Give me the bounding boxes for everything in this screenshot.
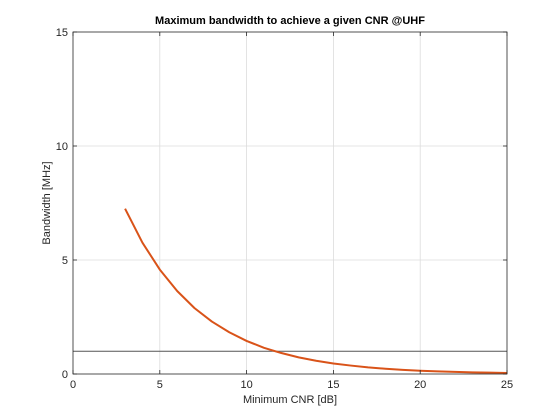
y-tick-label: 10 — [56, 141, 68, 153]
y-tick-label: 15 — [56, 27, 68, 39]
x-tick-label: 10 — [240, 379, 252, 391]
x-tick-label: 15 — [327, 379, 339, 391]
y-tick-label: 5 — [62, 255, 68, 267]
data-series — [124, 208, 508, 374]
y-axis-label: Bandwidth [MHz] — [41, 161, 53, 244]
x-axis-label: Minimum CNR [dB] — [243, 394, 337, 406]
x-tick-label: 25 — [501, 379, 513, 391]
x-tick-label: 20 — [414, 379, 426, 391]
chart-title: Maximum bandwidth to achieve a given CNR… — [155, 15, 425, 27]
x-tick-label: 0 — [70, 379, 76, 391]
grid-lines — [73, 32, 507, 374]
bandwidth-curve — [124, 208, 508, 374]
axis-ticks: 0 5 10 15 20 25 0 5 10 15 — [56, 27, 513, 391]
plot-area-frame — [72, 31, 508, 375]
y-tick-label: 0 — [62, 369, 68, 381]
x-tick-label: 5 — [157, 379, 163, 391]
